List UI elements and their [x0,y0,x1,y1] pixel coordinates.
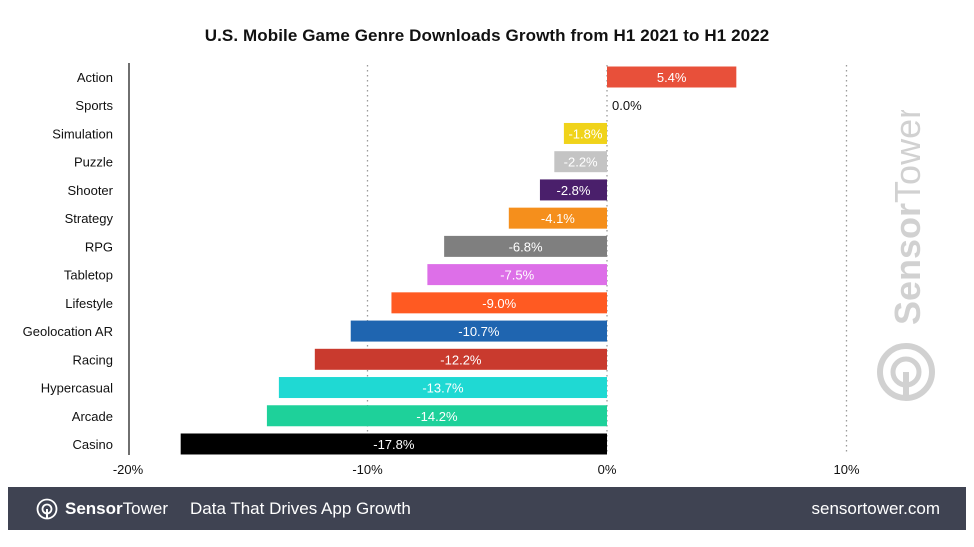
bar [391,292,607,314]
footer-site-link[interactable]: sensortower.com [811,499,941,518]
bar [444,235,607,257]
category-label: Geolocation AR [23,324,113,339]
category-label: Lifestyle [65,296,113,311]
category-label: Sports [75,98,113,113]
category-label: Simulation [52,126,113,141]
data-label: -2.2% [564,155,598,170]
x-tick-label: 10% [833,462,859,477]
footer-bar: Sensor Tower Data That Drives App Growth… [8,487,966,530]
footer-logo-tower: Tower [122,498,168,518]
sensor-tower-logo-icon [36,498,58,519]
bar [539,179,607,201]
category-label: Casino [73,437,113,452]
x-tick-label: -20% [113,462,144,477]
x-tick-label: 0% [598,462,617,477]
data-label: -7.5% [500,268,534,283]
footer-logo[interactable]: Sensor Tower [36,487,168,530]
data-label: -17.8% [373,437,415,452]
data-label: -1.8% [568,126,602,141]
category-label: Action [77,70,113,85]
sensor-tower-watermark: SensorTower [877,110,935,401]
bar [266,405,607,427]
bar [314,348,607,370]
category-label: Shooter [67,183,113,198]
category-label: Puzzle [74,155,113,170]
chart-title: U.S. Mobile Game Genre Downloads Growth … [204,26,770,45]
data-label: -14.2% [416,409,458,424]
bar [350,320,607,342]
x-tick-label: -10% [352,462,383,477]
bar [563,122,607,144]
bar [607,66,737,88]
data-label: -12.2% [440,352,482,367]
category-label: RPG [85,239,113,254]
watermark-text: SensorTower [887,110,928,325]
bar [554,151,607,173]
data-label: -9.0% [482,296,516,311]
bar-chart: Action Sports Simulation Puzzle Shooter Strat… [23,63,860,477]
x-tick-labels: -20% -10% 0% 10% [113,462,860,477]
category-label: Strategy [65,211,114,226]
category-label: Tabletop [64,268,113,283]
data-label: -13.7% [422,381,464,396]
data-label: 5.4% [657,70,687,85]
watermark-logo-icon [877,343,935,401]
data-label: -10.7% [458,324,500,339]
category-labels: Action Sports Simulation Puzzle Shooter Strat… [23,70,114,452]
bar [508,207,607,229]
data-label: 0.0% [612,98,642,113]
category-label: Racing [73,352,113,367]
data-label: -2.8% [556,183,590,198]
category-label: Arcade [72,409,113,424]
footer-tagline: Data That Drives App Growth [190,499,411,518]
bar [180,433,607,455]
category-label: Hypercasual [41,381,113,396]
bars [180,66,737,455]
data-labels: 5.4% 0.0% -1.8% -2.2% -2.8% -4.1% -6.8% -7.5% -9… [373,70,687,452]
bar [278,377,607,399]
data-label: -6.8% [509,239,543,254]
data-label: -4.1% [541,211,575,226]
bar [427,264,607,286]
footer-logo-sensor: Sensor [65,498,123,518]
